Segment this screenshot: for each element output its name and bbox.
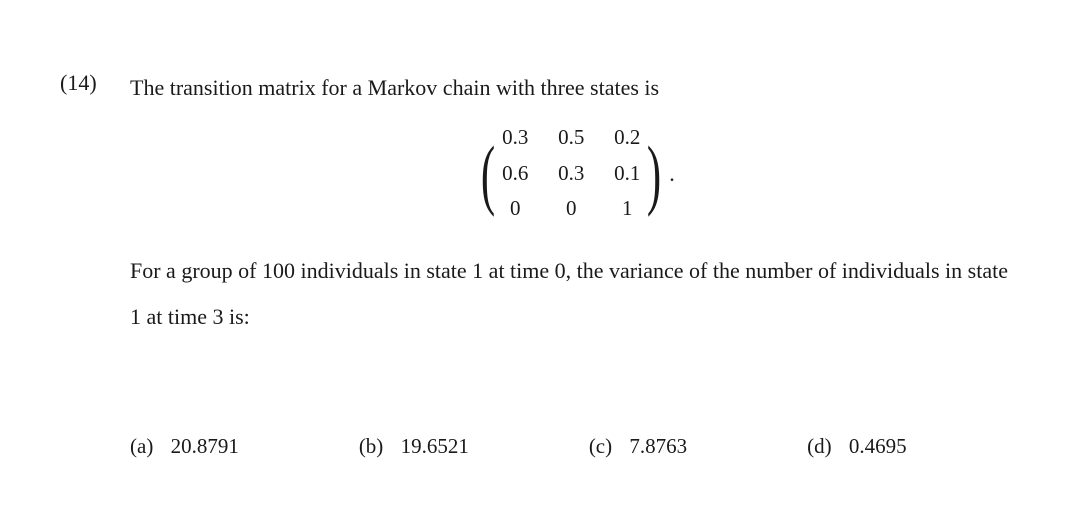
question-intro: The transition matrix for a Markov chain… (130, 70, 1020, 105)
matrix-cell: 0 (499, 192, 531, 226)
option-a: (a) 20.8791 (130, 430, 239, 464)
matrix-wrapper: ( 0.3 0.5 0.2 0.6 0.3 0.1 0 0 1 ) . (475, 117, 674, 230)
question-body: The transition matrix for a Markov chain… (130, 70, 1020, 464)
option-label: (b) (359, 434, 384, 458)
option-d: (d) 0.4695 (807, 430, 907, 464)
matrix-cell: 0.2 (611, 121, 643, 155)
option-label: (d) (807, 434, 832, 458)
option-c: (c) 7.8763 (589, 430, 687, 464)
option-label: (a) (130, 434, 153, 458)
matrix-period: . (669, 156, 675, 191)
option-value: 19.6521 (401, 434, 469, 458)
matrix-container: ( 0.3 0.5 0.2 0.6 0.3 0.1 0 0 1 ) . (130, 117, 1020, 230)
option-value: 20.8791 (171, 434, 239, 458)
option-b: (b) 19.6521 (359, 430, 469, 464)
option-value: 7.8763 (629, 434, 687, 458)
matrix-cell: 0.6 (499, 157, 531, 191)
matrix-cell: 0.1 (611, 157, 643, 191)
matrix-cell: 0.5 (555, 121, 587, 155)
question-followup: For a group of 100 individuals in state … (130, 248, 1020, 340)
question-container: (14) The transition matrix for a Markov … (60, 70, 1020, 464)
matrix-grid: 0.3 0.5 0.2 0.6 0.3 0.1 0 0 1 (493, 117, 649, 230)
option-label: (c) (589, 434, 612, 458)
matrix-left-paren: ( (481, 138, 495, 210)
matrix-right-paren: ) (647, 138, 661, 210)
question-number: (14) (60, 70, 110, 96)
matrix-cell: 0 (555, 192, 587, 226)
matrix-cell: 0.3 (555, 157, 587, 191)
matrix-cell: 0.3 (499, 121, 531, 155)
option-value: 0.4695 (849, 434, 907, 458)
options-row: (a) 20.8791 (b) 19.6521 (c) 7.8763 (d) 0… (130, 430, 1020, 464)
matrix-cell: 1 (611, 192, 643, 226)
